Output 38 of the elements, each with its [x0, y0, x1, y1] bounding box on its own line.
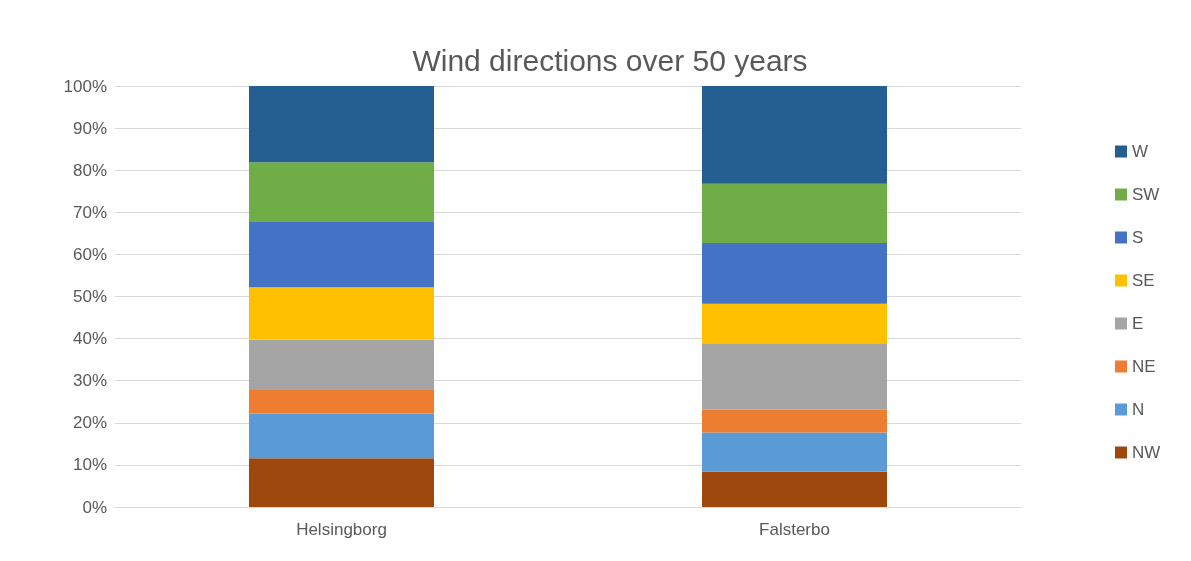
- y-tick-label: 50%: [72, 287, 107, 306]
- y-tick-label: 10%: [72, 455, 107, 475]
- legend-label: N: [1132, 400, 1145, 419]
- legend-label: S: [1132, 228, 1144, 247]
- legend-label: SE: [1132, 271, 1155, 290]
- bar: [702, 409, 887, 433]
- bar: [249, 162, 434, 222]
- y-tick-label: 80%: [72, 160, 107, 180]
- bar: [249, 86, 434, 163]
- y-tick-label: 20%: [72, 413, 107, 433]
- bar: [702, 343, 887, 410]
- bar: [249, 458, 434, 507]
- bar: [702, 303, 887, 344]
- y-tick-label: 40%: [72, 329, 107, 349]
- bar: [249, 389, 434, 414]
- bar: [249, 413, 434, 459]
- bar: [249, 339, 434, 390]
- bar: [702, 243, 887, 304]
- bar: [702, 471, 887, 507]
- bar: [702, 86, 887, 184]
- y-tick-label: 90%: [72, 118, 107, 138]
- legend-label: SW: [1132, 185, 1160, 204]
- legend-label: E: [1132, 314, 1144, 333]
- y-tick-label: 60%: [72, 244, 107, 264]
- x-tick-label: Helsingborg: [296, 520, 387, 539]
- legend-label: NW: [1132, 443, 1161, 462]
- y-tick-label: 100%: [63, 76, 107, 96]
- y-tick-label: 0%: [82, 497, 107, 517]
- legend-label: NE: [1132, 357, 1156, 376]
- bar: [249, 287, 434, 340]
- bar: [702, 432, 887, 472]
- chart-title: Wind directions over 50 years: [412, 43, 808, 77]
- y-tick-label: 30%: [72, 371, 107, 391]
- bar: [702, 183, 887, 244]
- x-tick-label: Falsterbo: [759, 520, 830, 539]
- bar: [249, 221, 434, 288]
- legend-label: W: [1132, 142, 1149, 161]
- y-tick-label: 70%: [72, 202, 107, 222]
